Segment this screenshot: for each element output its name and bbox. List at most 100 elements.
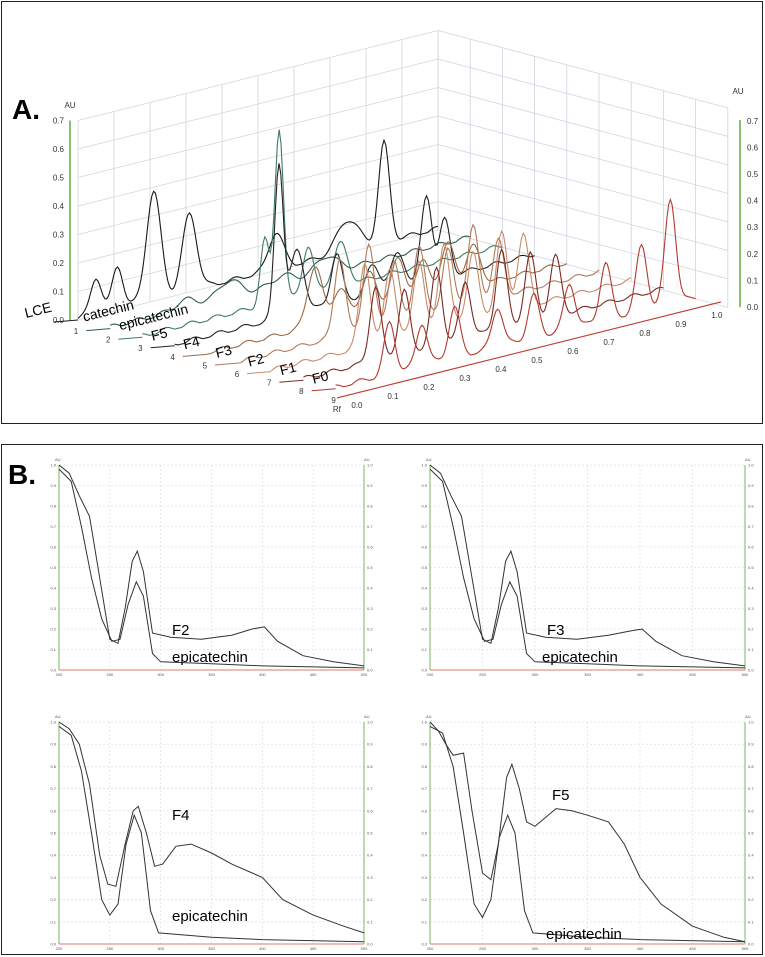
uv-x-tick: 500 <box>742 672 749 677</box>
uv-y-tick-right: 0.3 <box>748 606 754 611</box>
tlc-3d-chart: 0.0 0.1 0.2 0.3 0.4 0.5 0.6 0.7 AU 0.0 0.1 0.2 0.3 0.… <box>23 30 759 414</box>
uv-y-tick-right: 1.0 <box>748 720 754 725</box>
uv-y-tick: 0.0 <box>421 668 427 673</box>
rf-tick-label: 0.1 <box>387 392 399 401</box>
uv-x-tick: 450 <box>689 946 696 951</box>
uv-x-tick: 250 <box>106 672 113 677</box>
uv-y-tick-right: 0.7 <box>748 786 754 791</box>
grid-line-au <box>77 172 728 264</box>
uv-y-tick-right: 0.7 <box>367 524 373 529</box>
series-label-f2: F2 <box>246 350 266 370</box>
uv-x-tick: 250 <box>106 946 113 951</box>
series-f0-group: F0 <box>310 197 696 392</box>
uv-y-tick-right: 0.8 <box>748 504 754 509</box>
uv-y-tick: 0.4 <box>421 853 427 858</box>
uv-y-tick-right: 0.1 <box>748 647 754 652</box>
rf-tick-label: 0.5 <box>531 356 543 365</box>
uv-x-tick: 350 <box>584 672 591 677</box>
y-tick-label-right: 0.3 <box>747 223 759 232</box>
track-tick-label: 7 <box>267 379 272 388</box>
uv-y-tick-right: 0.8 <box>367 764 373 769</box>
series-baseline-f2 <box>247 371 272 375</box>
series-baseline-f4 <box>182 353 207 357</box>
series-label-f1: F1 <box>278 359 298 379</box>
uv-au-label-right: AU <box>364 714 370 719</box>
uv-y-tick-right: 0.0 <box>367 668 373 673</box>
uv-y-tick-right: 0.6 <box>367 545 373 550</box>
rf-tick-label: 0.0 <box>351 401 363 410</box>
grid-group <box>77 30 729 321</box>
y-tick-label-left: 0.6 <box>53 145 65 154</box>
y-tick-label-right: 0.1 <box>747 276 759 285</box>
track-tick-label: 9 <box>331 396 336 405</box>
uv-x-tick: 300 <box>532 672 539 677</box>
uv-x-tick: 450 <box>689 672 696 677</box>
uv-y-tick: 0.8 <box>421 504 427 509</box>
uv-y-tick: 0.2 <box>421 897 427 902</box>
uv-y-tick-right: 0.0 <box>367 942 373 947</box>
uv-x-tick: 300 <box>157 946 164 951</box>
series-line-lce <box>77 138 439 319</box>
y-tick-label-left: 0.0 <box>53 316 65 325</box>
au-unit-left: AU <box>64 101 75 110</box>
uv-y-tick-right: 0.8 <box>367 504 373 509</box>
uv-series-label-epicatechin: epicatechin <box>172 649 248 666</box>
rf-tick-label: 0.4 <box>495 365 507 374</box>
uv-x-tick: 200 <box>56 946 63 951</box>
panel-b: B. 0.0 0.0 0.1 0.1 0.2 0.2 0.3 0.3 0.4 0.4 0.5 0.5 0… <box>1 444 763 955</box>
uv-y-tick: 1.0 <box>50 720 56 725</box>
uv-y-tick: 1.0 <box>50 463 56 468</box>
series-line-f5 <box>174 163 535 346</box>
series-label-lce: LCE <box>23 299 53 321</box>
uv-au-label-left: AU <box>426 457 432 462</box>
y-tick-label-left: 0.1 <box>53 288 65 297</box>
series-label-f4: F4 <box>182 333 202 353</box>
y-tick-label-left: 0.5 <box>53 174 65 183</box>
series-line-catechin <box>109 235 471 327</box>
uv-series-line-f3 <box>429 464 746 667</box>
uv-y-tick: 0.6 <box>421 808 427 813</box>
uv-y-tick-right: 0.5 <box>748 565 754 570</box>
rf-tick-label: 0.7 <box>603 338 615 347</box>
uv-y-tick-right: 0.9 <box>367 742 373 747</box>
uv-y-tick: 0.6 <box>421 545 427 550</box>
uv-x-tick: 250 <box>479 672 486 677</box>
uv-x-tick: 200 <box>427 946 434 951</box>
uv-series-label-fraction: F2 <box>172 622 190 639</box>
rf-tick-label: 0.8 <box>639 329 651 338</box>
uv-x-tick: 250 <box>479 946 486 951</box>
series-lce-group: LCE <box>23 138 439 323</box>
series-baseline-catechin <box>86 328 111 332</box>
uv-x-tick: 400 <box>637 946 644 951</box>
uv-y-tick: 0.5 <box>50 831 56 836</box>
uv-y-tick: 0.1 <box>50 647 56 652</box>
y-tick-label-left: 0.4 <box>53 202 65 211</box>
uv-y-tick-right: 0.3 <box>367 606 373 611</box>
au-unit-right: AU <box>732 87 743 96</box>
uv-y-tick-right: 0.5 <box>748 831 754 836</box>
uv-y-tick-right: 0.6 <box>367 808 373 813</box>
grid-line-au <box>77 229 728 321</box>
uv-y-tick-right: 0.3 <box>367 875 373 880</box>
uv-y-tick: 0.3 <box>421 875 427 880</box>
uv-y-tick: 0.1 <box>421 647 427 652</box>
series-baseline-f0 <box>311 388 336 392</box>
track-tick-label: 5 <box>203 361 208 370</box>
series-label-f3: F3 <box>214 341 234 361</box>
track-tick-label: 2 <box>106 336 111 345</box>
uv-y-tick: 0.2 <box>50 627 56 632</box>
panel-a-label: A. <box>12 94 40 125</box>
uv-series-label-fraction: F5 <box>552 787 570 804</box>
uv-spectra-charts: 0.0 0.0 0.1 0.1 0.2 0.2 0.3 0.3 0.4 0.4 0.5 0.5 0.6 0… <box>50 457 754 951</box>
uv-y-tick: 0.5 <box>421 565 427 570</box>
uv-y-tick: 1.0 <box>421 720 427 725</box>
uv-au-label-left: AU <box>55 714 61 719</box>
series-line-f2 <box>270 229 632 372</box>
series-label-f5: F5 <box>149 324 169 344</box>
track-tick-label: 1 <box>74 327 79 336</box>
uv-x-tick: 400 <box>637 672 644 677</box>
series-f1-group: F1 <box>278 248 664 383</box>
uv-series-label-epicatechin: epicatechin <box>542 649 618 666</box>
series-line-f1 <box>303 248 664 378</box>
uv-y-tick: 0.7 <box>421 524 427 529</box>
